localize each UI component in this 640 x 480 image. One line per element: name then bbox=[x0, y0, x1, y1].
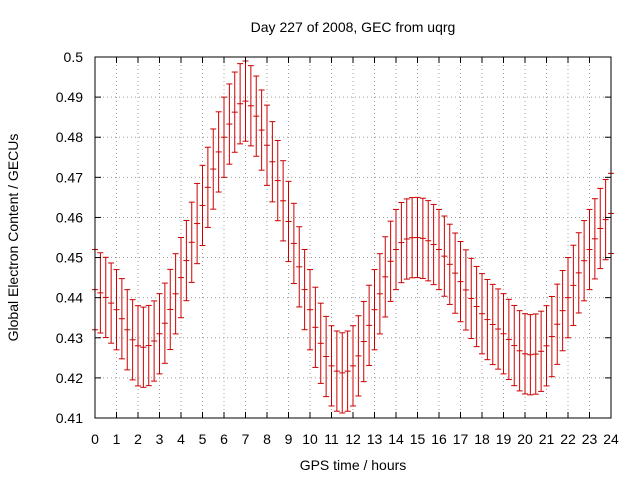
y-tick-label: 0.42 bbox=[56, 370, 83, 386]
x-tick-label: 13 bbox=[367, 431, 383, 447]
x-tick-label: 16 bbox=[431, 431, 447, 447]
x-tick-label: 21 bbox=[539, 431, 555, 447]
x-tick-label: 8 bbox=[263, 431, 271, 447]
y-tick-label: 0.5 bbox=[64, 49, 84, 65]
y-tick-label: 0.41 bbox=[56, 410, 83, 426]
x-tick-label: 14 bbox=[388, 431, 404, 447]
y-tick-label: 0.47 bbox=[56, 169, 83, 185]
x-tick-label: 23 bbox=[582, 431, 598, 447]
x-axis-label: GPS time / hours bbox=[300, 457, 407, 473]
x-tick-label: 10 bbox=[302, 431, 318, 447]
x-tick-label: 1 bbox=[113, 431, 121, 447]
x-tick-label: 6 bbox=[220, 431, 228, 447]
x-tick-label: 2 bbox=[134, 431, 142, 447]
x-tick-label: 9 bbox=[285, 431, 293, 447]
y-tick-label: 0.48 bbox=[56, 129, 83, 145]
chart-title: Day 227 of 2008, GEC from uqrg bbox=[251, 19, 456, 35]
axis-ticks bbox=[94, 56, 612, 419]
x-tick-labels: 0 1 2 3 4 5 6 7 8 9 10 11 12 13 14 15 16 17 18 19 20 21 22 23 24 bbox=[91, 431, 619, 447]
x-tick-label: 11 bbox=[324, 431, 339, 447]
y-tick-label: 0.44 bbox=[56, 290, 83, 306]
x-tick-label: 5 bbox=[199, 431, 207, 447]
x-tick-label: 7 bbox=[242, 431, 250, 447]
y-tick-label: 0.46 bbox=[56, 209, 83, 225]
y-tick-label: 0.49 bbox=[56, 89, 83, 105]
x-tick-label: 22 bbox=[560, 431, 576, 447]
x-tick-label: 18 bbox=[474, 431, 490, 447]
x-tick-label: 4 bbox=[177, 431, 185, 447]
x-tick-label: 24 bbox=[603, 431, 619, 447]
x-tick-label: 17 bbox=[453, 431, 469, 447]
y-tick-labels: 0.41 0.42 0.43 0.44 0.45 0.46 0.47 0.48 0.49 0.5 bbox=[56, 49, 83, 426]
x-tick-label: 20 bbox=[517, 431, 533, 447]
y-axis-label: Global Electron Content / GECUs bbox=[5, 134, 21, 342]
error-bars bbox=[92, 60, 614, 414]
y-tick-label: 0.43 bbox=[56, 330, 83, 346]
x-tick-label: 3 bbox=[156, 431, 164, 447]
y-tick-label: 0.45 bbox=[56, 250, 83, 266]
x-tick-label: 12 bbox=[345, 431, 361, 447]
x-tick-label: 15 bbox=[410, 431, 426, 447]
x-tick-label: 0 bbox=[91, 431, 99, 447]
x-tick-label: 19 bbox=[496, 431, 512, 447]
